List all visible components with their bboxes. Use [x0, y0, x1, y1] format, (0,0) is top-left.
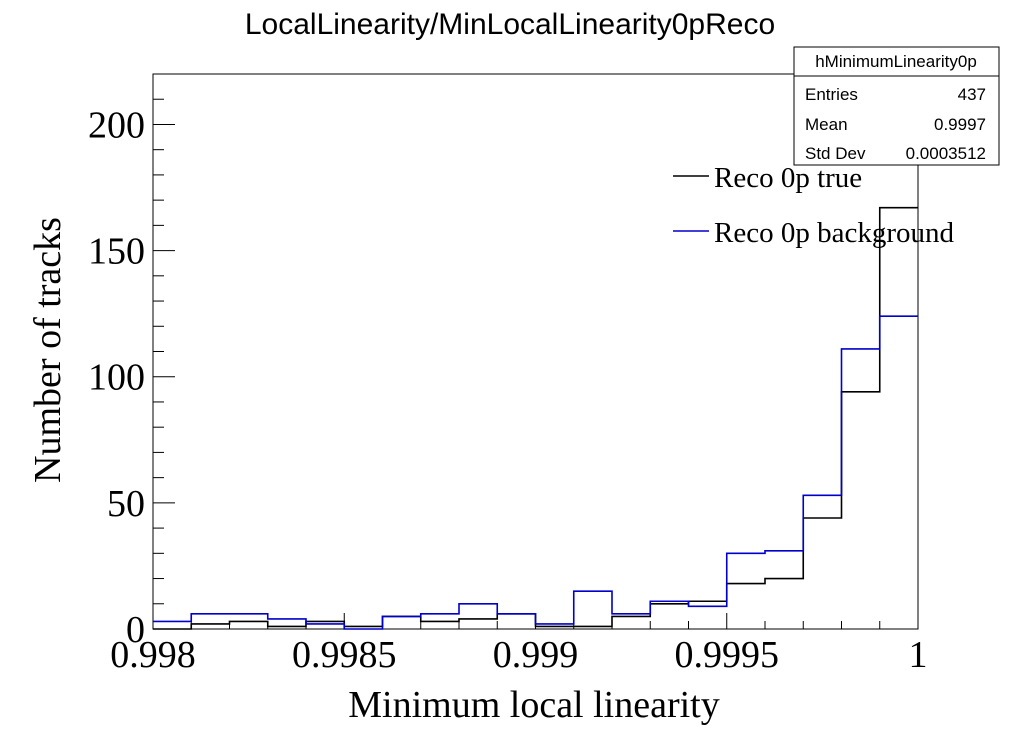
- legend-label-background: Reco 0p background: [714, 217, 954, 249]
- legend-label-true: Reco 0p true: [714, 162, 862, 194]
- stats-entries-value: 437: [958, 85, 986, 104]
- x-tick-label: 0.9985: [292, 634, 397, 676]
- histogram-series: [153, 206, 918, 630]
- y-tick-label: 100: [88, 357, 145, 399]
- x-tick-label: 1: [909, 634, 928, 676]
- chart-title: LocalLinearity/MinLocalLinearity0pReco: [245, 8, 775, 41]
- x-tick-label: 0.999: [493, 634, 579, 676]
- x-tick-label: 0.998: [110, 634, 196, 676]
- stats-entries-label: Entries: [805, 85, 858, 104]
- histogram-step-line: [153, 206, 918, 630]
- legend: Reco 0p true Reco 0p background: [673, 162, 954, 249]
- stats-box-name: hMinimumLinearity0p: [815, 52, 977, 71]
- stats-box-frame: [793, 46, 1000, 166]
- y-tick-label: 0: [126, 609, 145, 651]
- y-axis-label: Number of tracks: [27, 217, 69, 483]
- y-tick-label: 200: [88, 104, 145, 146]
- stats-mean-label: Mean: [805, 115, 848, 134]
- x-tick-label: 0.9995: [675, 634, 780, 676]
- series-reco-0p-background: [153, 315, 918, 630]
- y-tick-label: 150: [88, 231, 145, 273]
- stats-mean-value: 0.9997: [934, 115, 986, 134]
- x-axis-label: Minimum local linearity: [348, 684, 719, 726]
- stats-box: hMinimumLinearity0p Entries 437 Mean 0.9…: [793, 46, 1000, 166]
- y-tick-label: 50: [107, 483, 145, 525]
- series-reco-0p-true: [153, 206, 918, 630]
- axis-ticks: 0.998 0.9985 0.999 0.9995 1 0 50 100 150 200: [88, 73, 928, 676]
- stats-stddev-value: 0.0003512: [906, 144, 986, 163]
- histogram-step-line: [153, 315, 918, 630]
- stats-stddev-label: Std Dev: [805, 144, 866, 163]
